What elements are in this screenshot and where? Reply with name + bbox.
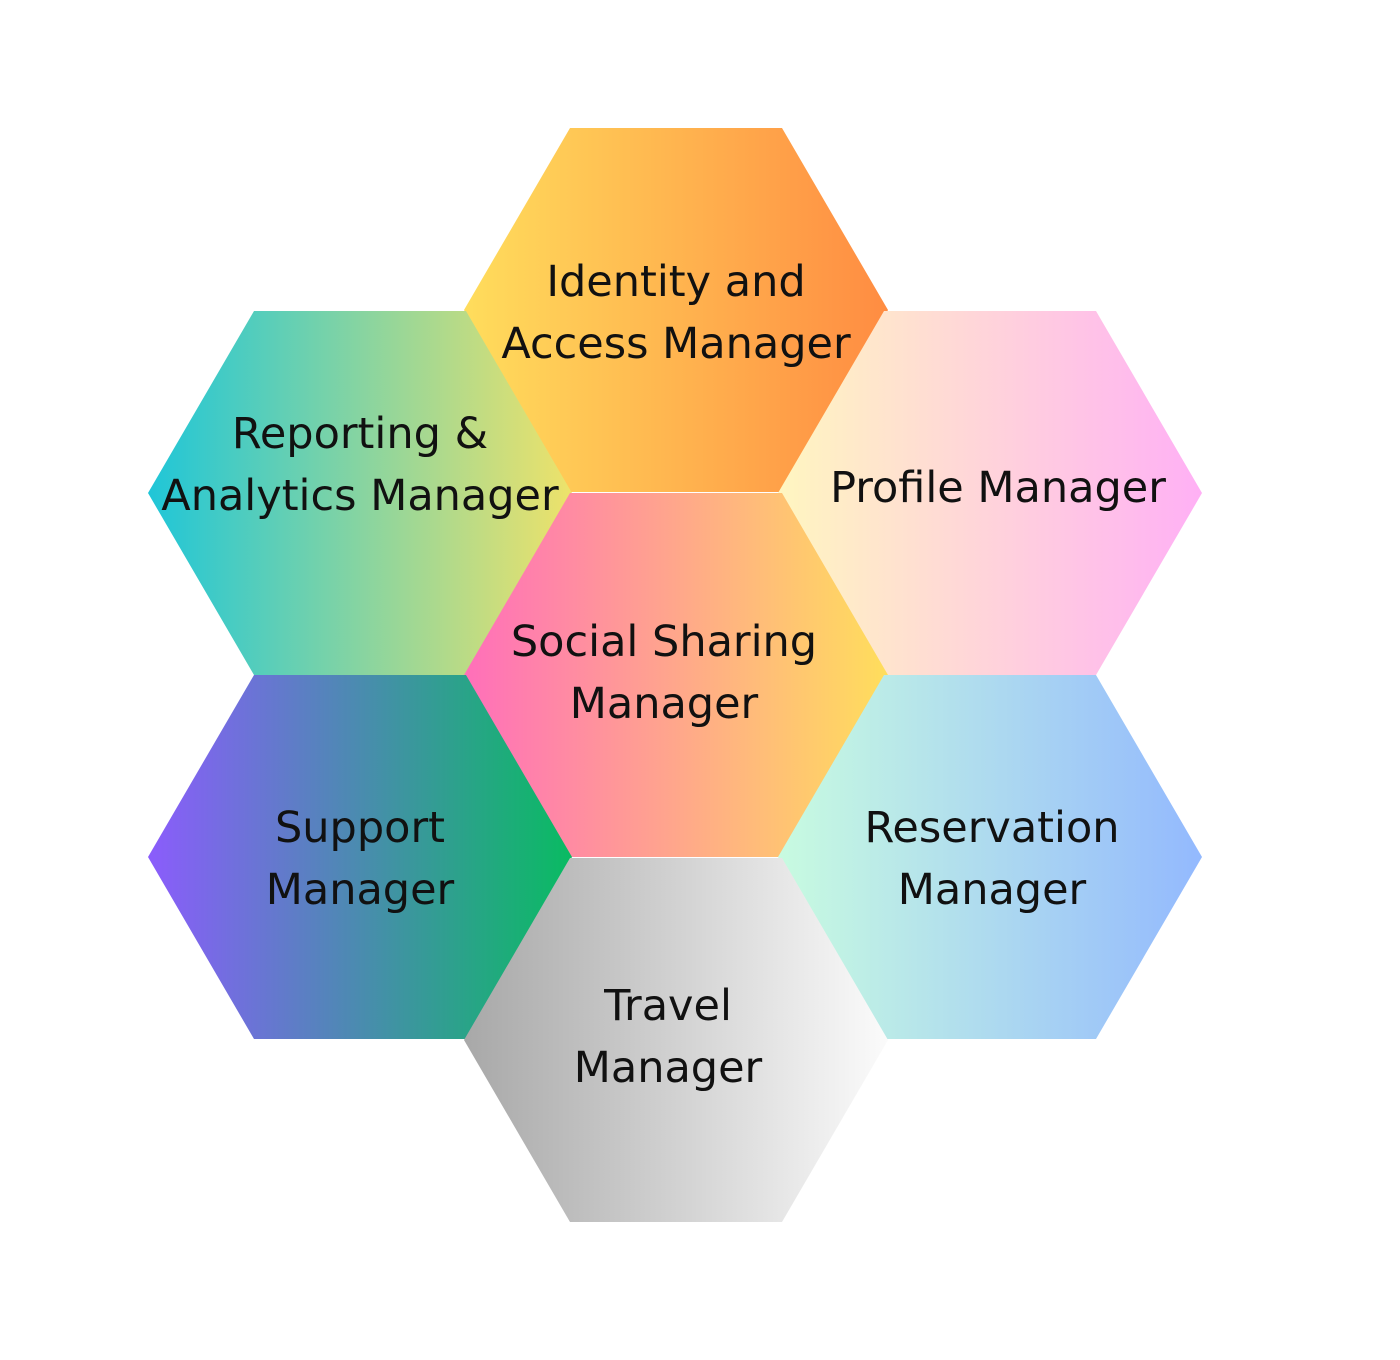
hexagon-label-line: Manager: [570, 679, 759, 729]
hexagon-label-support: Support Manager: [266, 803, 455, 915]
hexagon-shape-support: [148, 675, 572, 1039]
hexagon-shape-reporting-analytics: [148, 311, 572, 675]
hexagon-travel: Travel Manager: [464, 858, 888, 1222]
hexagon-shape-social-sharing: [464, 493, 888, 857]
hexagon-label-line: Manager: [266, 865, 455, 915]
hexagon-label-line: Support: [275, 803, 445, 853]
hexagon-social-sharing: Social Sharing Manager: [464, 493, 888, 857]
hexagon-label-line: Manager: [574, 1043, 763, 1093]
hexagon-label-line: Reservation: [864, 803, 1119, 853]
hexagon-label-travel: Travel Manager: [574, 981, 763, 1093]
hexagon-label-line: Reporting &: [232, 409, 488, 459]
hexagon-shape-identity-access: [464, 128, 888, 492]
hexagon-shape-reservation: [778, 675, 1202, 1039]
hexagon-profile: Profile Manager: [778, 311, 1202, 675]
hexagon-label-reporting-analytics: Reporting & Analytics Manager: [161, 409, 559, 521]
hexagon-label-line: Identity and: [546, 257, 805, 307]
hexagon-label-social-sharing: Social Sharing Manager: [511, 617, 817, 729]
hexagon-label-line: Profile Manager: [830, 463, 1166, 513]
hexagon-shape-travel: [464, 858, 888, 1222]
hexagon-label-line: Analytics Manager: [161, 471, 559, 521]
hexagon-reservation: Reservation Manager: [778, 675, 1202, 1039]
hexagon-support: Support Manager: [148, 675, 572, 1039]
hexagon-label-line: Travel: [603, 981, 732, 1031]
hexagon-reporting-analytics: Reporting & Analytics Manager: [148, 311, 572, 675]
hexagon-identity-access: Identity and Access Manager: [464, 128, 888, 492]
hexagon-label-profile: Profile Manager: [830, 463, 1166, 513]
hexagon-label-identity-access: Identity and Access Manager: [501, 257, 851, 369]
hexagon-label-reservation: Reservation Manager: [864, 803, 1119, 915]
hexagon-label-line: Social Sharing: [511, 617, 817, 667]
hexagon-shape-profile: [778, 311, 1202, 675]
hexagon-label-line: Manager: [898, 865, 1087, 915]
hexagon-label-line: Access Manager: [501, 319, 851, 369]
